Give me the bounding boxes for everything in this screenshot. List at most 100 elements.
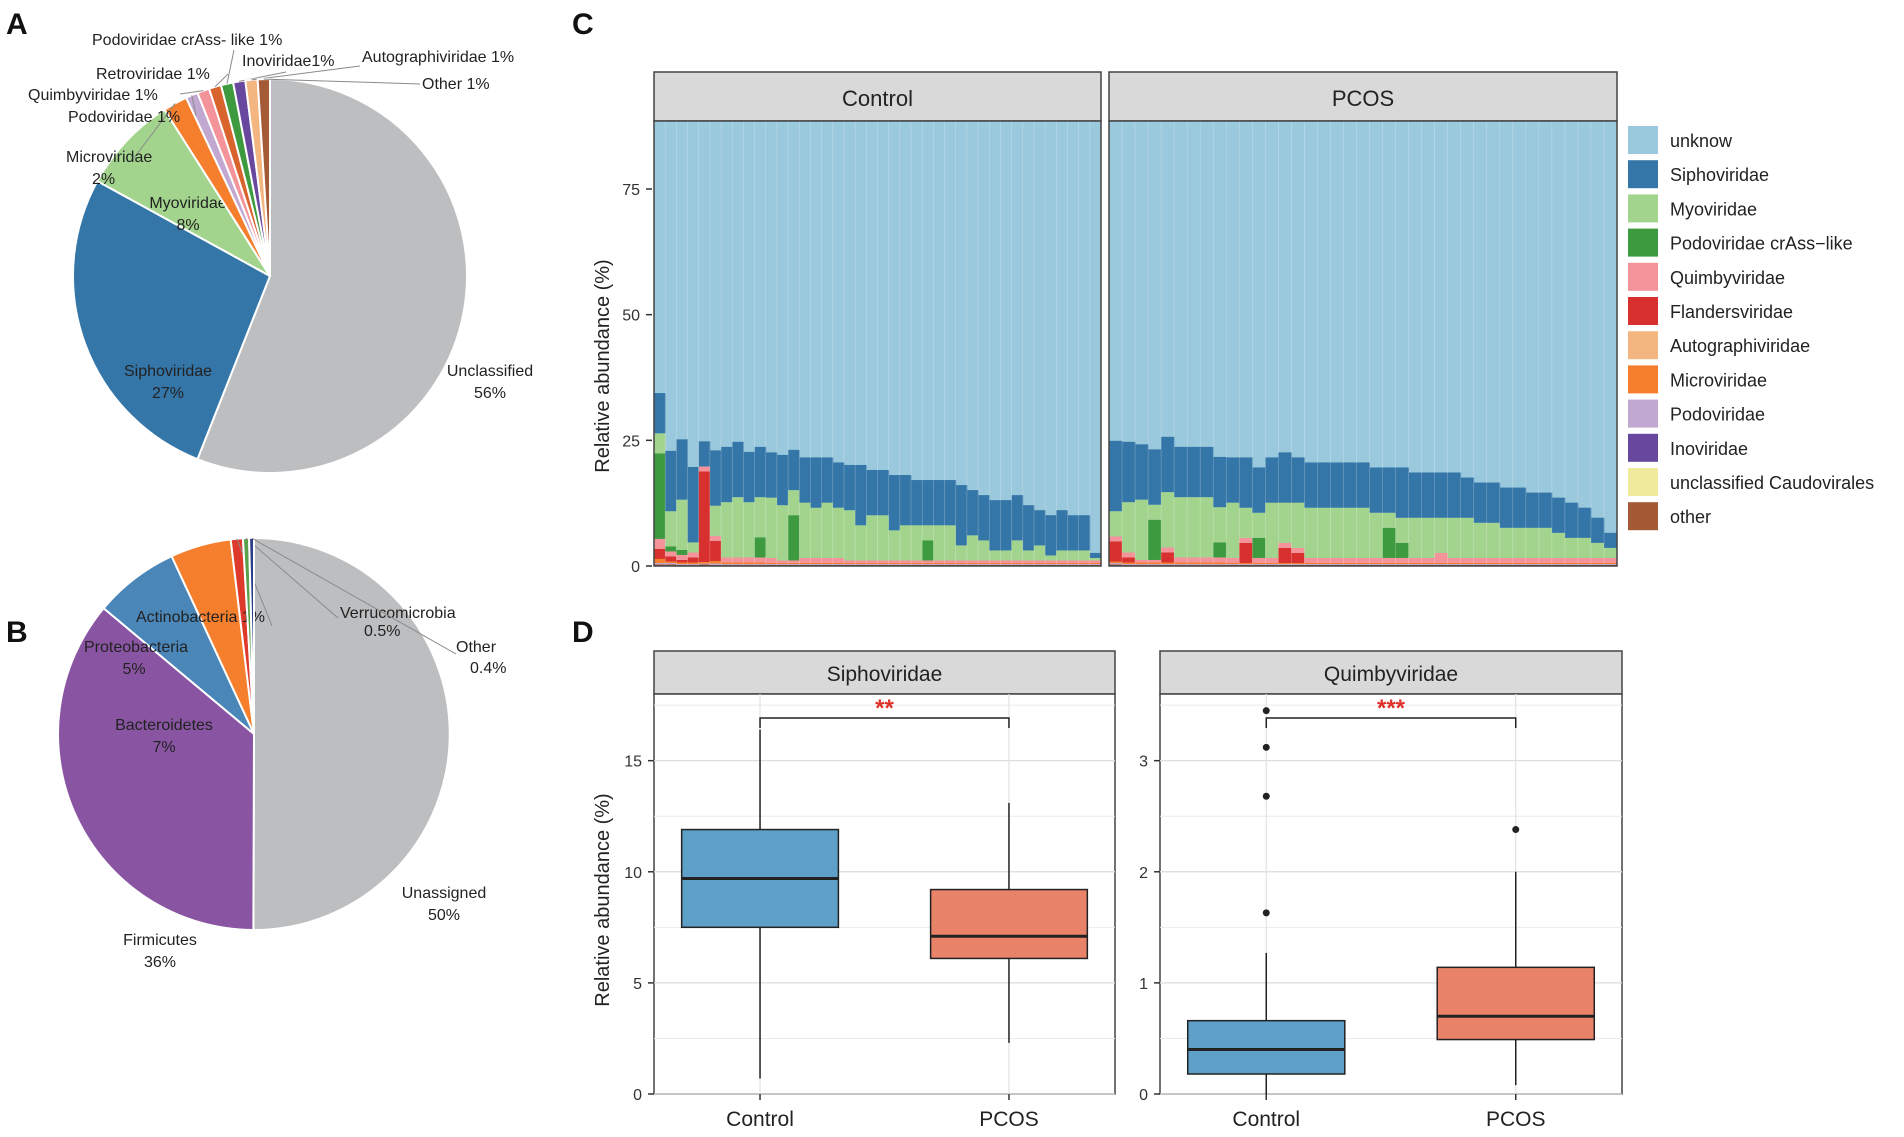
bar-segment-podoviridae xyxy=(1356,563,1370,565)
bar-segment-microviridae xyxy=(821,562,834,564)
bar-segment-myoviridae xyxy=(765,497,778,558)
bar-segment-podoviridae xyxy=(855,563,867,565)
legend-swatch-siphoviridae xyxy=(1628,160,1658,189)
slice-label: Unassigned xyxy=(402,885,487,902)
slice-percent: 56% xyxy=(474,385,506,402)
slice-label: Inoviridae1% xyxy=(242,53,335,70)
bar-segment-siphoviridae xyxy=(1239,457,1253,508)
bar-segment-microviridae xyxy=(1473,562,1488,564)
bar-segment-quimbyviridae xyxy=(1356,557,1370,563)
bar-segment-quimbyviridae xyxy=(1291,547,1305,553)
bar-segment-microviridae xyxy=(1447,562,1462,564)
bar-segment-quimbyviridae xyxy=(1226,557,1240,563)
bar-segment-quimbyviridae xyxy=(989,560,1001,563)
slice-label: Other xyxy=(456,639,497,656)
bar-segment-myoviridae xyxy=(1330,507,1344,558)
slice-percent: 8% xyxy=(176,217,199,234)
bar-segment-quimbyviridae xyxy=(1265,557,1279,563)
bar-segment-microviridae xyxy=(1538,562,1553,564)
bar-segment-siphoviridae xyxy=(743,451,755,503)
bar-segment-myoviridae xyxy=(687,542,700,553)
bar-segment-podoviridae xyxy=(944,563,957,565)
bar-segment-siphoviridae xyxy=(1291,457,1305,503)
bar-segment-microviridae xyxy=(1356,562,1370,564)
bar-segment-myoviridae xyxy=(1499,527,1514,558)
bar-segment-quimbyviridae xyxy=(1382,557,1396,563)
slice-label: Podoviridae 1% xyxy=(68,109,180,126)
bar-segment-myoviridae xyxy=(832,507,845,558)
bar-segment-microviridae xyxy=(1408,562,1423,564)
bar-segment-siphoviridae xyxy=(1499,487,1514,528)
bar-segment-quimbyviridae xyxy=(866,560,878,563)
leader-line xyxy=(263,78,421,85)
bar-segment-podoviridae xyxy=(978,563,990,565)
bar-segment-flandersviridae xyxy=(1122,557,1136,563)
bar-segment-quimbyviridae xyxy=(1011,560,1024,563)
bar-segment-quimbyviridae xyxy=(1330,557,1344,563)
bar-segment-myoviridae xyxy=(721,502,733,558)
bar-segment-myoviridae xyxy=(933,525,945,561)
slice-percent: 0.5% xyxy=(364,623,400,640)
bar-segment-microviridae xyxy=(654,558,666,563)
bar-segment-siphoviridae xyxy=(1590,517,1605,543)
bar-segment-siphoviridae xyxy=(1343,462,1357,508)
y-axis-label: Relative abundance (%) xyxy=(592,793,614,1006)
facet-strip xyxy=(1108,71,1618,122)
pie-chart-a: Unclassified 56% Siphoviridae 27% Myoviridae… xyxy=(28,32,533,474)
bar-segment-microviridae xyxy=(1265,562,1279,564)
bar-segment-quimbyviridae xyxy=(799,557,811,563)
legend-label-other: other xyxy=(1670,507,1711,527)
bar-segment-myoviridae xyxy=(1135,499,1149,560)
bar-segment-podoviridae xyxy=(966,563,979,565)
bar-segment-microviridae xyxy=(955,562,968,564)
bar-segment-microviridae xyxy=(866,562,878,564)
bar-segment-quimbyviridae xyxy=(1369,557,1383,563)
bar-segment-podoviridae xyxy=(1590,563,1605,565)
bar-segment-podoviridae xyxy=(911,563,923,565)
bar-segment-quimbyviridae xyxy=(776,560,789,563)
bar-segment-myoviridae xyxy=(1252,512,1266,538)
bar-segment-siphoviridae xyxy=(1512,487,1527,528)
bar-segment-flandersviridae xyxy=(1278,547,1292,563)
bar-segment-microviridae xyxy=(933,562,945,564)
outlier-point xyxy=(1262,792,1270,800)
bar-segment-myoviridae xyxy=(1304,507,1318,558)
legend-label-podoviridae: Podoviridae xyxy=(1670,405,1765,425)
bar-segment-podoviridae xyxy=(1187,563,1201,565)
bar-segment-microviridae xyxy=(1161,562,1175,564)
slice-percent: 0.4% xyxy=(470,660,506,677)
bar-segment-podoviridae xyxy=(1317,563,1331,565)
bar-segment-quimbyviridae xyxy=(1000,560,1012,563)
bar-segment-podoviridae xyxy=(698,563,711,565)
bar-segment-quimbyviridae xyxy=(1434,552,1449,563)
bar-segment-siphoviridae xyxy=(1551,497,1566,533)
bar-segment-myoviridae xyxy=(1551,532,1566,558)
bar-segment-quimbyviridae xyxy=(922,560,934,563)
panel-letter-b: B xyxy=(6,616,28,649)
bar-segment-quimbyviridae xyxy=(1174,557,1188,563)
bar-segment-quimbyviridae xyxy=(1122,552,1136,558)
bar-segment-quimbyviridae xyxy=(855,560,867,563)
bar-segment-myoviridae xyxy=(654,433,666,454)
bar-segment-podoviridae xyxy=(1067,563,1080,565)
slice-label: Microviridae xyxy=(66,149,152,166)
bar-segment-myoviridae xyxy=(944,525,957,561)
bar-segment-siphoviridae xyxy=(955,485,968,546)
bar-segment-podoviridae xyxy=(1525,563,1540,565)
bar-segment-podoviridae xyxy=(754,563,767,565)
outlier-point xyxy=(1262,743,1270,751)
bar-segment-myoviridae xyxy=(676,499,688,550)
bar-segment-podoviridae xyxy=(1603,563,1618,565)
bar-segment-myoviridae xyxy=(1564,537,1579,558)
bar-segment-quimbyviridae xyxy=(832,557,845,563)
legend-swatch-quimbyviridae xyxy=(1628,262,1658,291)
slice-label: Podoviridae crAss- like 1% xyxy=(92,32,282,49)
bar-segment-myoviridae xyxy=(1067,550,1080,561)
bar-segment-podoviridae xyxy=(1056,563,1068,565)
bar-segment-quimbyviridae xyxy=(1161,547,1175,553)
y-tick-label: 2 xyxy=(1139,865,1148,882)
bar-segment-siphoviridae xyxy=(721,446,733,503)
bar-segment-siphoviridae xyxy=(1078,515,1091,551)
bar-segment-microviridae xyxy=(877,562,890,564)
